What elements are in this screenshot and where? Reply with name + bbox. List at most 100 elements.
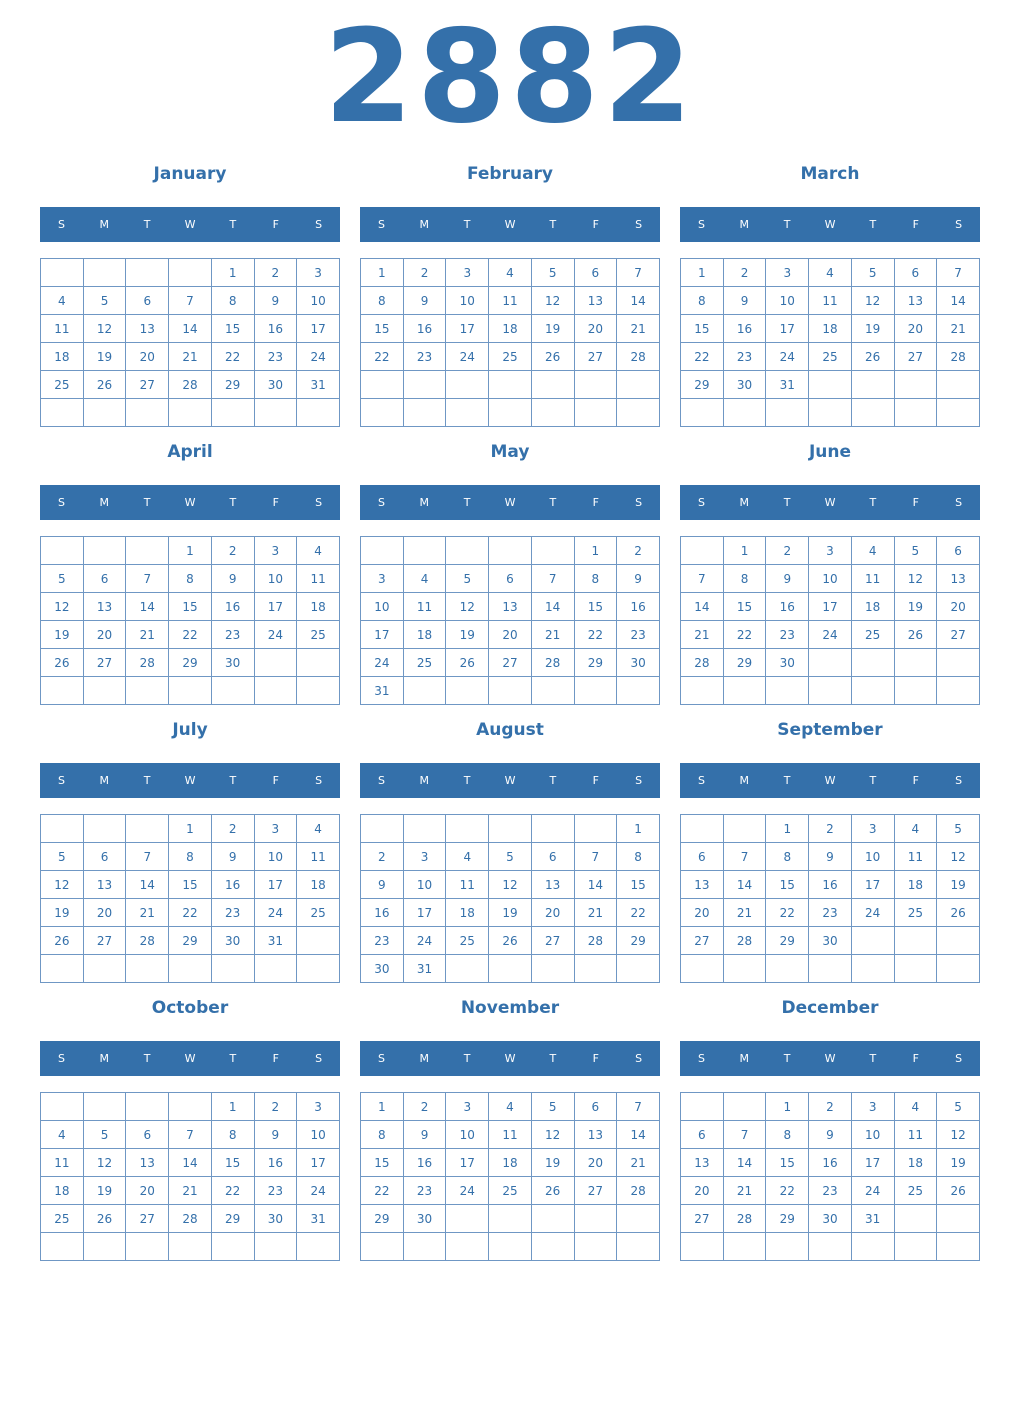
day-cell: 27 (936, 620, 980, 649)
day-cell: 7 (125, 842, 170, 871)
day-cell (573, 398, 618, 427)
day-cell (936, 370, 980, 399)
week-row: 5 6 7 8 9 10 11 (40, 564, 340, 593)
day-cell (893, 648, 938, 677)
day-cell: 24 (360, 648, 404, 677)
day-cell: 16 (360, 898, 404, 927)
week-row: 31 (360, 676, 660, 705)
day-cell (722, 398, 767, 427)
day-cell: 27 (680, 926, 724, 955)
day-cell: 4 (40, 286, 84, 315)
weekday-label: W (824, 1052, 836, 1065)
week-row: 8 9 10 11 12 13 14 (360, 286, 660, 315)
week-row: 25 26 27 28 29 30 31 (40, 370, 340, 399)
day-cell: 17 (850, 870, 895, 899)
day-cell (360, 814, 404, 843)
day-cell (168, 1092, 212, 1121)
day-cell (616, 1232, 660, 1261)
day-cell: 25 (850, 620, 895, 649)
weekday-label: S (635, 1052, 643, 1065)
week-row: 5 6 7 8 9 10 11 (40, 842, 340, 871)
day-cell: 9 (402, 286, 447, 315)
day-cell: 8 (680, 286, 724, 315)
day-cell: 19 (40, 898, 84, 927)
weekday-label: T (143, 218, 151, 231)
day-cell: 25 (893, 1176, 938, 1205)
month-title: September (777, 720, 883, 740)
day-cell: 7 (125, 564, 170, 593)
day-cell: 29 (168, 648, 212, 677)
day-grid: 1 2 3 4 5 6 7 8 9 10 11 12 13 14 15 16 17 18 19 20 21 22 23 24 2… (40, 536, 340, 705)
day-cell (893, 954, 938, 983)
weekday-label: T (229, 1052, 237, 1065)
day-cell: 12 (530, 1120, 575, 1149)
weekday-label: F (272, 218, 279, 231)
day-cell: 20 (893, 314, 938, 343)
week-row: 22 23 24 25 26 27 28 (360, 1176, 660, 1205)
day-cell: 3 (445, 258, 490, 287)
day-cell: 3 (445, 1092, 490, 1121)
day-cell (680, 814, 724, 843)
day-cell (530, 814, 575, 843)
weekday-label: T (549, 218, 557, 231)
day-cell (402, 536, 447, 565)
day-cell (445, 1232, 490, 1261)
day-cell: 8 (360, 1120, 404, 1149)
day-cell: 17 (402, 898, 447, 927)
weekday-label: W (184, 1052, 196, 1065)
weekday-label: S (57, 1052, 65, 1065)
month-title: April (167, 442, 213, 462)
week-row: 4 5 6 7 8 9 10 (40, 1120, 340, 1149)
month-title: November (460, 998, 560, 1018)
day-cell: 22 (360, 342, 404, 371)
day-cell: 7 (936, 258, 980, 287)
day-cell: 29 (573, 648, 618, 677)
weekday-label: S (697, 774, 705, 787)
day-cell: 31 (360, 676, 404, 705)
day-cell: 6 (82, 842, 127, 871)
day-cell (402, 398, 447, 427)
week-row: 26 27 28 29 30 (40, 648, 340, 677)
day-cell (573, 954, 618, 983)
day-cell: 31 (765, 370, 810, 399)
day-cell: 13 (488, 592, 532, 621)
day-cell (936, 676, 980, 705)
week-row: 14 15 16 17 18 19 20 (680, 592, 980, 621)
day-cell: 8 (210, 286, 255, 315)
day-cell (722, 954, 767, 983)
day-cell: 28 (616, 342, 660, 371)
week-row: 10 11 12 13 14 15 16 (360, 592, 660, 621)
day-cell: 8 (616, 842, 660, 871)
day-cell (936, 954, 980, 983)
day-cell: 17 (296, 1148, 340, 1177)
day-cell: 13 (573, 1120, 618, 1149)
day-cell: 22 (573, 620, 618, 649)
day-cell: 5 (530, 1092, 575, 1121)
day-cell: 20 (530, 898, 575, 927)
day-cell: 9 (360, 870, 404, 899)
day-cell: 3 (765, 258, 810, 287)
week-row: 29 30 (360, 1204, 660, 1233)
weekday-label: T (783, 218, 791, 231)
day-grid: 1 2 3 4 5 6 7 8 9 10 11 12 13 14 15 16 17 18 19 20 21 22 23 24 2… (680, 1092, 980, 1261)
week-row: 27 28 29 30 (680, 926, 980, 955)
day-cell: 4 (808, 258, 852, 287)
day-cell (530, 676, 575, 705)
day-cell: 24 (445, 1176, 490, 1205)
weekday-label: F (592, 1052, 599, 1065)
day-cell: 26 (850, 342, 895, 371)
day-cell: 14 (125, 870, 170, 899)
day-cell: 30 (253, 1204, 298, 1233)
day-grid: 1 2 3 4 5 6 7 8 9 10 11 12 13 14 15 16 17 18 19 20 21 22 23 24 2… (360, 258, 660, 427)
day-cell: 6 (125, 286, 170, 315)
day-cell: 17 (808, 592, 852, 621)
day-cell: 9 (616, 564, 660, 593)
day-cell: 23 (808, 1176, 852, 1205)
day-cell: 2 (765, 536, 810, 565)
day-cell: 16 (808, 1148, 852, 1177)
day-cell: 9 (765, 564, 810, 593)
day-cell: 20 (82, 898, 127, 927)
